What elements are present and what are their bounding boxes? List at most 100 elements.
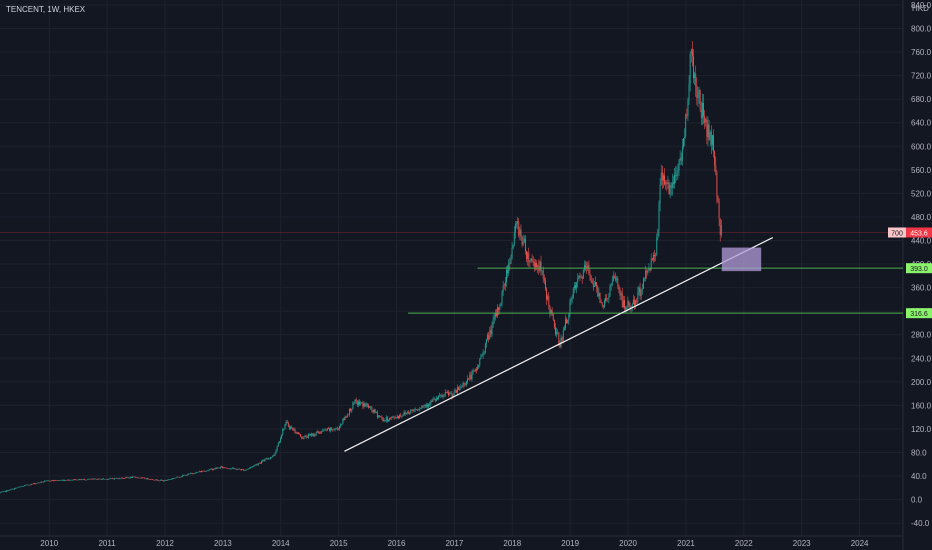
candle-body <box>657 229 659 238</box>
candle-body <box>561 337 563 341</box>
candle-body <box>287 423 289 427</box>
candle <box>196 471 198 473</box>
candle <box>276 445 278 452</box>
candle-body <box>145 478 147 480</box>
candle <box>385 415 387 423</box>
candle-body <box>306 437 308 438</box>
candle <box>282 427 284 436</box>
candle-body <box>391 416 393 419</box>
candle-body <box>77 480 79 481</box>
candle-body <box>385 417 387 421</box>
candle-body <box>123 478 125 479</box>
candle <box>69 479 71 481</box>
candle-body <box>166 480 168 481</box>
candle <box>670 182 672 196</box>
candle-body <box>699 90 701 110</box>
candle <box>473 369 475 372</box>
price-tick-label: 80.0 <box>911 449 927 458</box>
candle <box>123 477 125 479</box>
candle-body <box>447 392 448 393</box>
candle-body <box>445 391 447 393</box>
candle-body <box>189 473 191 474</box>
price-tick-label: 640.0 <box>911 119 932 128</box>
candle-body <box>546 288 548 300</box>
candle <box>646 269 648 279</box>
symbol-title[interactable]: TENCENT, 1W, HKEX <box>6 5 86 14</box>
candle-body <box>568 314 570 320</box>
candle <box>543 274 545 285</box>
candle <box>710 125 712 155</box>
candle-body <box>617 278 619 286</box>
candle-body <box>107 479 109 480</box>
candle <box>652 252 654 264</box>
candle-body <box>39 482 41 484</box>
candle <box>666 179 668 192</box>
candle <box>572 287 574 300</box>
candle-body <box>184 474 186 476</box>
candle-body <box>324 429 326 431</box>
candle <box>189 472 191 475</box>
candle-body <box>481 355 483 357</box>
candle <box>416 408 418 411</box>
candle <box>427 402 428 409</box>
candle-body <box>413 409 415 411</box>
candle <box>657 228 659 241</box>
candle <box>470 371 472 381</box>
candle <box>570 296 572 306</box>
candle <box>381 415 383 420</box>
candle-body <box>550 310 552 313</box>
candle <box>372 410 374 414</box>
candle-body <box>609 286 611 296</box>
candle-body <box>248 467 250 469</box>
candle <box>341 423 343 426</box>
candle-body <box>205 471 207 472</box>
candle <box>461 385 463 388</box>
candle <box>661 165 663 190</box>
candle <box>612 271 614 282</box>
candle-body <box>529 262 531 263</box>
candle-body <box>531 258 533 261</box>
candle <box>688 75 690 105</box>
candle-body <box>597 286 599 297</box>
candle <box>457 384 458 396</box>
candle-body <box>422 406 424 407</box>
candle-body <box>290 426 291 429</box>
candle-body <box>50 480 52 482</box>
candle <box>202 470 204 472</box>
candle <box>336 426 338 431</box>
candle-body <box>540 261 542 271</box>
trendline[interactable] <box>344 237 774 452</box>
candle <box>229 468 231 470</box>
candle <box>244 470 246 472</box>
time-axis[interactable]: 2010 2011 2012 2013 2014 2015 2016 2017 2018 2019… <box>40 539 869 548</box>
candle <box>324 427 326 431</box>
candle <box>70 479 72 481</box>
candle-body <box>110 478 112 479</box>
candle <box>380 416 382 418</box>
candle <box>20 486 22 488</box>
candle-body <box>490 330 492 335</box>
candle-body <box>314 434 316 436</box>
target-zone[interactable] <box>721 247 762 272</box>
candle <box>192 473 194 475</box>
candle-body <box>261 461 263 464</box>
candle-body <box>99 478 101 480</box>
candle-body <box>503 285 505 286</box>
candle-body <box>499 305 501 311</box>
candle-body <box>565 319 566 328</box>
candle-body <box>563 327 565 331</box>
candle <box>443 393 445 398</box>
candle <box>599 292 601 304</box>
candle <box>619 287 621 301</box>
candle <box>579 272 581 282</box>
candle-body <box>482 352 484 356</box>
candle-body <box>260 462 261 464</box>
candle <box>516 220 517 229</box>
candle-body <box>463 382 465 385</box>
candle <box>281 434 283 439</box>
candle-body <box>607 298 609 299</box>
candle-body <box>274 452 276 456</box>
candle <box>346 413 348 418</box>
drawing-tools[interactable] <box>344 237 903 452</box>
